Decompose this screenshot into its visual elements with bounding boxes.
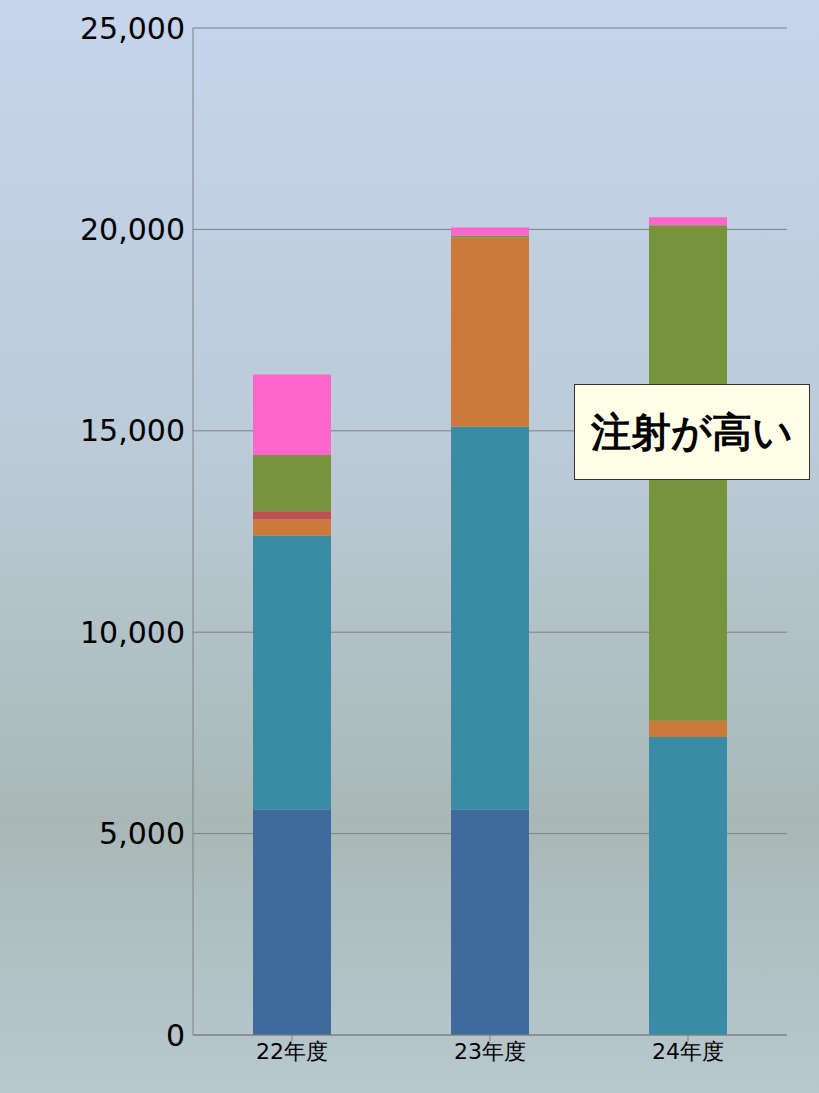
svg-text:23年度: 23年度 <box>454 1039 526 1064</box>
svg-text:24年度: 24年度 <box>652 1039 724 1064</box>
svg-text:20,000: 20,000 <box>80 212 185 247</box>
html-text:注射が高い: 注射が高い <box>591 408 793 455</box>
svg-text:22年度: 22年度 <box>256 1039 328 1064</box>
svg-text:15,000: 15,000 <box>80 413 185 448</box>
svg-text:0: 0 <box>166 1018 185 1053</box>
svg-text:25,000: 25,000 <box>80 11 185 46</box>
svg-text:10,000: 10,000 <box>80 615 185 650</box>
svg-text:5,000: 5,000 <box>99 816 185 851</box>
